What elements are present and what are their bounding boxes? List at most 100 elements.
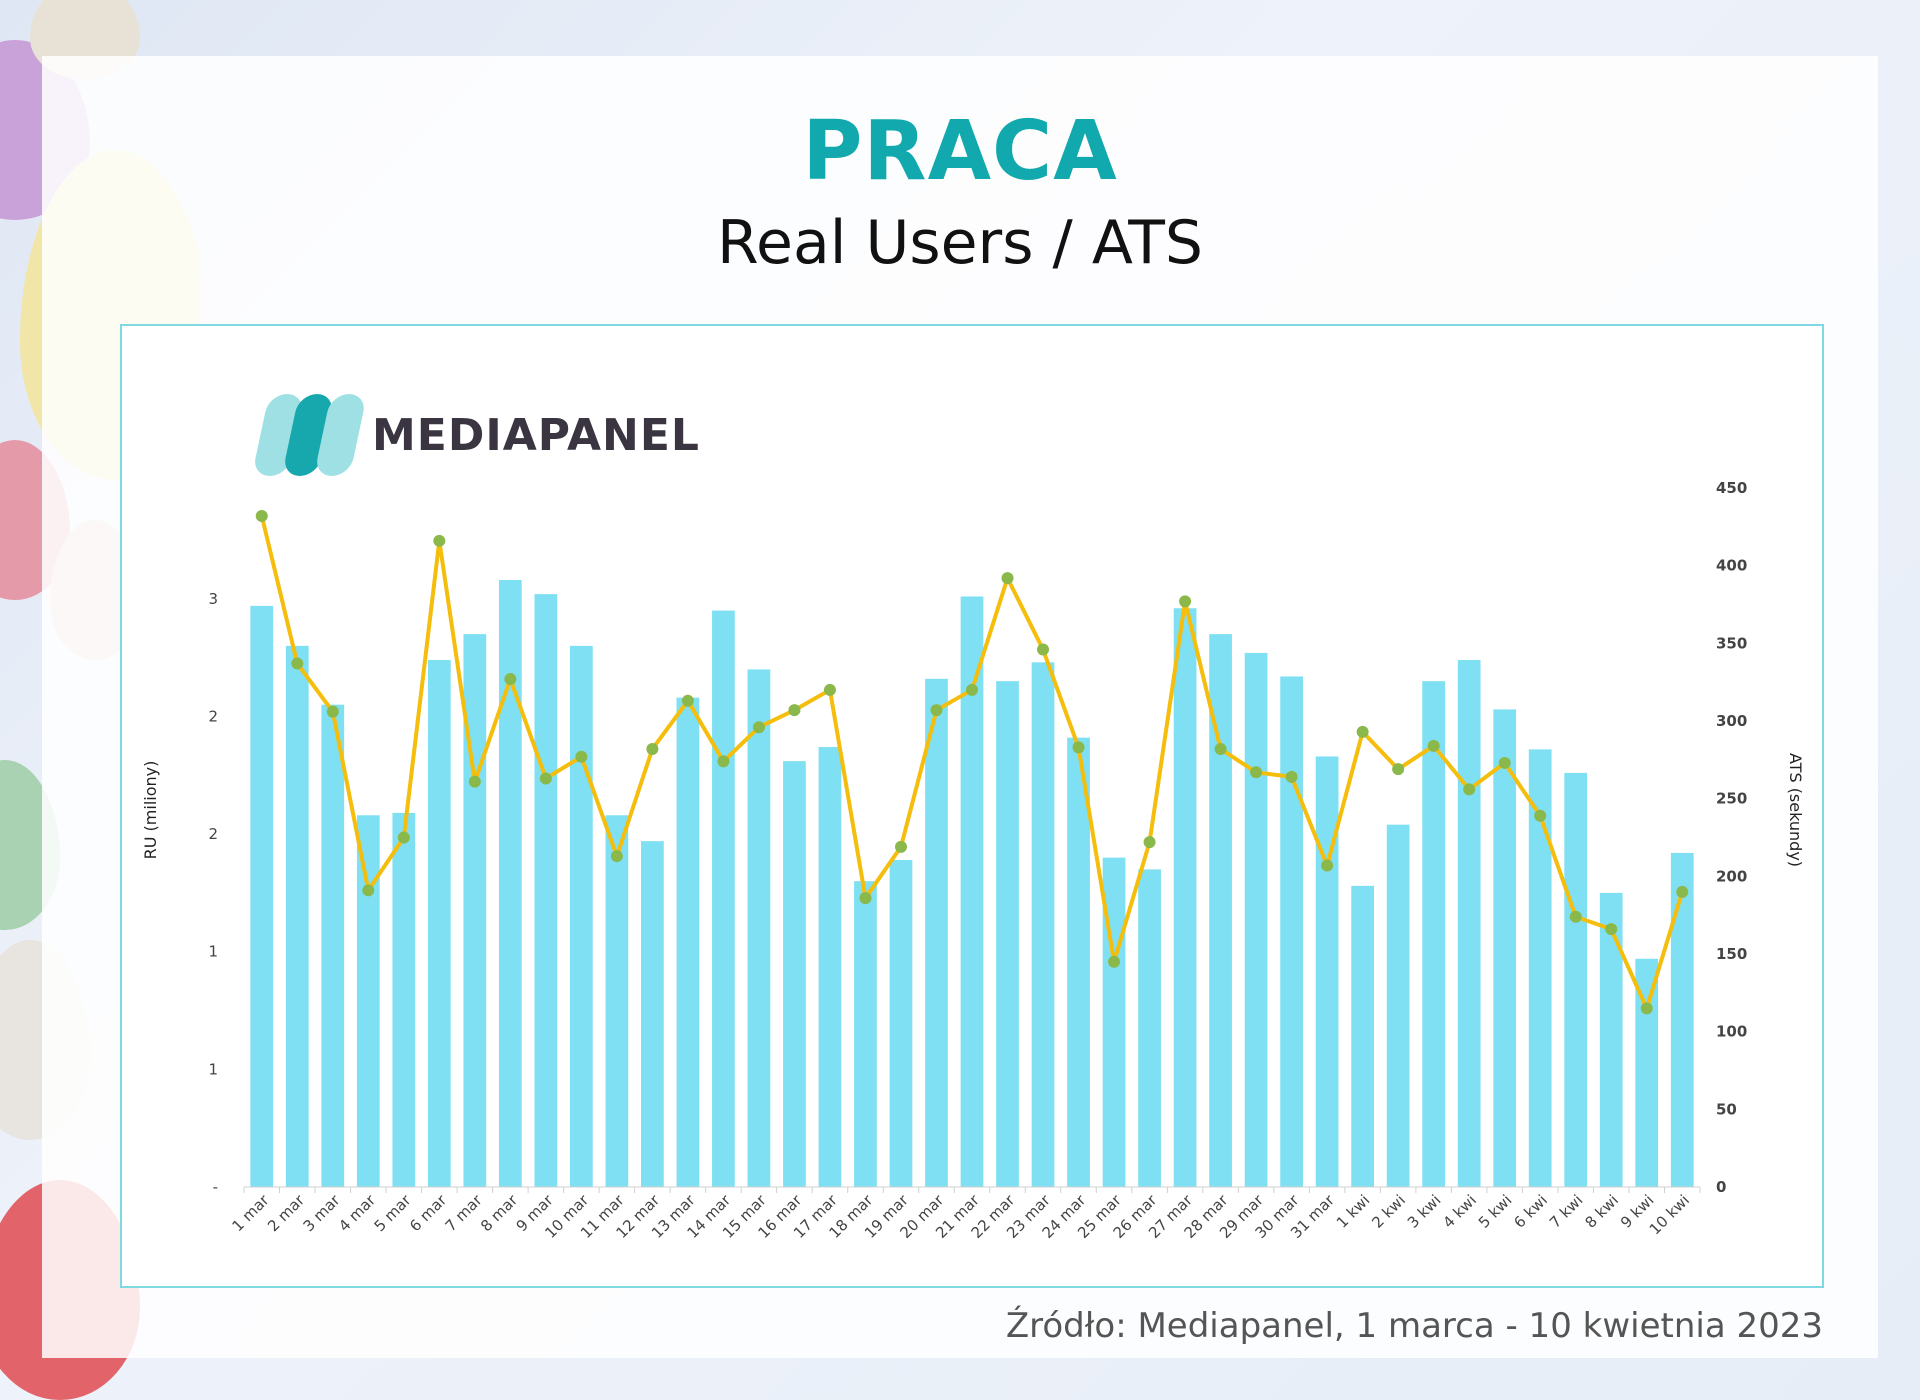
ats-point-28 (1214, 742, 1227, 755)
ats-point-15 (752, 721, 765, 734)
bar-21 (960, 596, 984, 1187)
ats-point-39 (1605, 923, 1618, 936)
ats-point-35 (1463, 783, 1476, 796)
bar-8 (498, 579, 522, 1187)
ats-point-1 (255, 509, 268, 522)
bar-37 (1528, 749, 1552, 1187)
bar-23 (1031, 662, 1055, 1187)
x-tick-label: 5 mar (371, 1191, 416, 1236)
y-tick-label: 3 (208, 590, 218, 608)
bar-9 (534, 594, 558, 1187)
x-tick-label: 1 mar (229, 1191, 274, 1236)
ats-point-36 (1498, 756, 1511, 769)
ats-point-5 (397, 831, 410, 844)
bar-16 (783, 761, 806, 1187)
ats-point-26 (1143, 836, 1156, 849)
bar-6 (427, 659, 451, 1187)
x-tick-label: 3 mar (300, 1191, 345, 1236)
y2-tick-label: 200 (1716, 867, 1747, 885)
y-tick-label: 2 (208, 707, 218, 725)
bar-39 (1599, 892, 1623, 1187)
ats-point-34 (1427, 739, 1440, 752)
bar-13 (676, 697, 700, 1187)
ats-point-13 (681, 694, 694, 707)
bar-30 (1280, 676, 1303, 1187)
y2-tick-label: 450 (1716, 479, 1747, 497)
ats-point-37 (1534, 809, 1547, 822)
x-tick-label: 6 mar (406, 1191, 451, 1236)
bar-40 (1635, 958, 1659, 1187)
ats-point-18 (859, 892, 872, 905)
bar-11 (605, 815, 629, 1187)
y-tick-label: 1 (208, 1060, 218, 1078)
ats-point-21 (966, 683, 978, 696)
ats-point-11 (610, 850, 623, 863)
y2-tick-label: 150 (1716, 945, 1747, 963)
x-tick-label: 8 mar (477, 1191, 522, 1236)
ats-point-7 (468, 775, 481, 788)
bar-10 (570, 645, 593, 1187)
bar-31 (1315, 756, 1339, 1187)
ats-point-12 (646, 742, 659, 755)
bar-3 (321, 704, 345, 1187)
bar-4 (356, 815, 380, 1187)
bar-17 (818, 747, 842, 1187)
bar-36 (1493, 709, 1517, 1187)
page-subtitle: Real Users / ATS (717, 208, 1203, 278)
ats-point-9 (539, 772, 552, 785)
bar-14 (712, 610, 735, 1187)
ats-point-4 (362, 884, 375, 897)
bar-5 (392, 812, 416, 1187)
ats-point-6 (433, 534, 446, 547)
ats-point-33 (1392, 763, 1405, 776)
brand-name: MEDIAPANEL (372, 410, 700, 461)
ats-point-38 (1569, 910, 1582, 923)
ats-point-23 (1037, 643, 1050, 656)
bar-19 (889, 859, 913, 1187)
bar-22 (996, 681, 1019, 1187)
ats-point-24 (1072, 741, 1085, 754)
ats-point-10 (575, 750, 588, 763)
ats-point-22 (1001, 572, 1014, 585)
ats-point-14 (717, 755, 730, 768)
line-series (255, 509, 1689, 1015)
bar-41 (1670, 852, 1694, 1187)
y-axis-title: RU (miliony) (141, 761, 160, 860)
bar-12 (641, 841, 664, 1187)
y2-tick-label: 250 (1716, 790, 1747, 808)
bar-26 (1138, 869, 1161, 1187)
y2-tick-label: 0 (1716, 1178, 1726, 1196)
ats-point-3 (326, 705, 339, 718)
x-tick-label: 1 kwi (1333, 1191, 1374, 1232)
bar-29 (1244, 652, 1268, 1187)
bar-34 (1422, 681, 1446, 1187)
x-tick-label: 5 kwi (1475, 1191, 1516, 1232)
ats-point-32 (1356, 725, 1369, 738)
ats-point-40 (1640, 1002, 1653, 1015)
x-tick-label: 3 kwi (1404, 1191, 1445, 1232)
ats-point-20 (930, 704, 943, 717)
y-tick-label: 2 (208, 825, 218, 843)
bar-28 (1209, 634, 1232, 1187)
bar-20 (925, 678, 948, 1187)
x-tick-label: 8 kwi (1581, 1191, 1622, 1232)
ats-point-31 (1321, 859, 1334, 872)
source-note: Źródło: Mediapanel, 1 marca - 10 kwietni… (1005, 1306, 1823, 1346)
bar-series (250, 579, 1694, 1187)
ats-point-27 (1179, 595, 1192, 608)
bar-18 (854, 881, 877, 1187)
y2-tick-label: 400 (1716, 557, 1747, 575)
bar-24 (1067, 737, 1090, 1187)
bar-7 (463, 634, 487, 1187)
page-title: PRACA (802, 104, 1118, 199)
ats-point-30 (1285, 770, 1298, 783)
ats-point-17 (823, 683, 836, 696)
y-tick-label: - (213, 1178, 218, 1196)
bar-27 (1173, 608, 1197, 1187)
x-tick-label: 2 kwi (1368, 1191, 1409, 1232)
y-tick-label: 1 (208, 943, 218, 961)
bar-32 (1351, 885, 1374, 1187)
bar-33 (1386, 824, 1410, 1187)
y2-tick-label: 300 (1716, 712, 1747, 730)
